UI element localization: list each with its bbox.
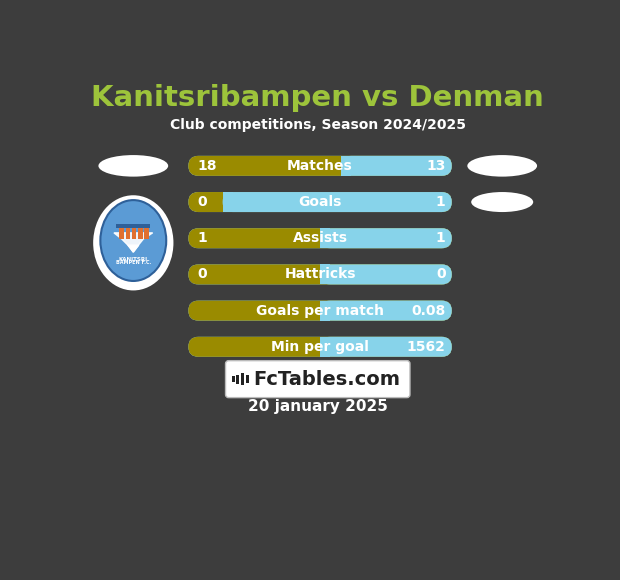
Ellipse shape <box>467 155 537 177</box>
Bar <box>341 156 351 176</box>
Text: Club competitions, Season 2024/2025: Club competitions, Season 2024/2025 <box>170 118 466 132</box>
Text: 1: 1 <box>436 231 446 245</box>
Text: Matches: Matches <box>287 159 353 173</box>
Bar <box>320 300 330 321</box>
Ellipse shape <box>471 192 533 212</box>
Text: Goals per match: Goals per match <box>256 303 384 318</box>
Text: 1: 1 <box>436 195 446 209</box>
Text: Min per goal: Min per goal <box>271 340 369 354</box>
FancyBboxPatch shape <box>188 228 452 248</box>
Text: KANITSRI: KANITSRI <box>119 256 148 262</box>
FancyBboxPatch shape <box>188 264 452 284</box>
Polygon shape <box>128 245 139 252</box>
FancyBboxPatch shape <box>223 192 452 212</box>
Bar <box>144 227 149 239</box>
Bar <box>125 227 130 239</box>
Bar <box>117 224 150 228</box>
Bar <box>236 375 239 384</box>
Text: 0: 0 <box>198 195 207 209</box>
FancyBboxPatch shape <box>188 300 452 321</box>
Bar <box>320 337 330 357</box>
FancyBboxPatch shape <box>320 264 452 284</box>
Text: 0: 0 <box>198 267 207 281</box>
FancyBboxPatch shape <box>226 361 410 398</box>
Text: 20 january 2025: 20 january 2025 <box>248 400 388 414</box>
Bar <box>320 228 330 248</box>
FancyBboxPatch shape <box>188 156 452 176</box>
FancyBboxPatch shape <box>320 228 452 248</box>
Bar <box>232 376 235 382</box>
Text: 0: 0 <box>436 267 446 281</box>
FancyBboxPatch shape <box>188 264 452 284</box>
Text: FcTables.com: FcTables.com <box>254 369 401 389</box>
Text: 13: 13 <box>427 159 446 173</box>
Bar <box>241 373 244 385</box>
Bar <box>131 227 136 239</box>
Ellipse shape <box>95 197 172 289</box>
Polygon shape <box>114 233 153 252</box>
Bar <box>223 192 232 212</box>
Text: Kanitsribampen vs Denman: Kanitsribampen vs Denman <box>91 84 544 112</box>
FancyBboxPatch shape <box>188 156 452 176</box>
Text: 1562: 1562 <box>407 340 446 354</box>
FancyBboxPatch shape <box>188 228 452 248</box>
Text: 1: 1 <box>198 231 207 245</box>
Bar <box>138 227 143 239</box>
Text: Assists: Assists <box>293 231 348 245</box>
Text: 18: 18 <box>198 159 217 173</box>
Bar <box>246 375 249 383</box>
Bar <box>320 264 330 284</box>
Text: BAMPEN F.C.: BAMPEN F.C. <box>115 260 151 266</box>
FancyBboxPatch shape <box>320 337 452 357</box>
FancyBboxPatch shape <box>188 192 452 212</box>
FancyBboxPatch shape <box>320 300 452 321</box>
FancyBboxPatch shape <box>188 337 452 357</box>
FancyBboxPatch shape <box>188 192 452 212</box>
Bar <box>119 227 124 239</box>
Ellipse shape <box>100 200 166 281</box>
Text: 0.08: 0.08 <box>412 303 446 318</box>
FancyBboxPatch shape <box>341 156 452 176</box>
FancyBboxPatch shape <box>188 300 452 321</box>
Text: Goals: Goals <box>298 195 342 209</box>
Ellipse shape <box>99 155 168 177</box>
Text: Hattricks: Hattricks <box>285 267 356 281</box>
FancyBboxPatch shape <box>188 337 452 357</box>
